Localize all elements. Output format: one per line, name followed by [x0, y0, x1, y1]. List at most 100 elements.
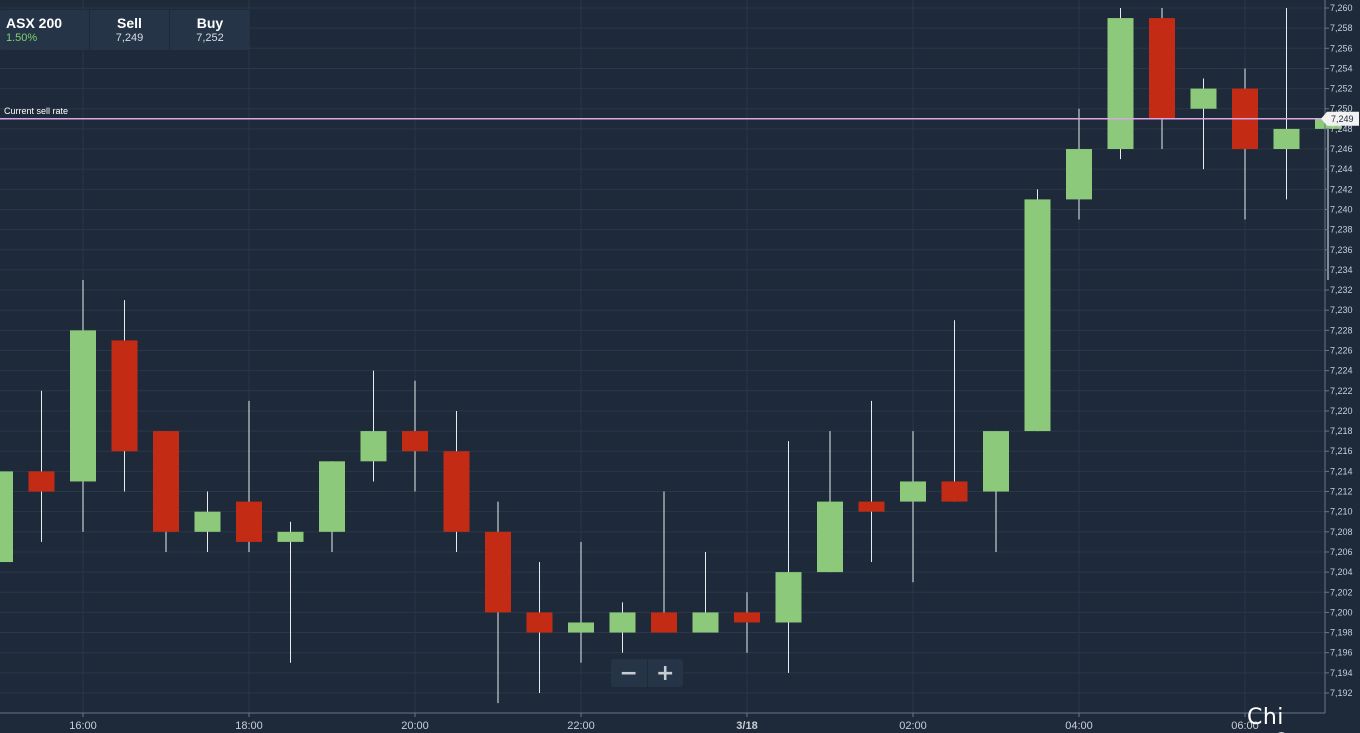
- candle: [319, 461, 345, 552]
- current-sell-rate-tag: [1321, 111, 1359, 126]
- candle-body: [983, 431, 1009, 492]
- sell-label: Sell: [117, 15, 142, 31]
- candle-body: [360, 431, 387, 462]
- zoom-in-button[interactable]: +: [646, 659, 684, 687]
- candle-body: [153, 431, 179, 532]
- candle: [1107, 8, 1134, 160]
- candle: [1149, 8, 1175, 150]
- candle: [692, 551, 719, 633]
- candle-body: [1149, 18, 1175, 119]
- candle: [817, 431, 843, 573]
- y-tick-label: 7,232: [1330, 285, 1353, 295]
- sell-button[interactable]: Sell 7,249: [90, 10, 170, 50]
- candle-body: [1190, 88, 1217, 109]
- candle: [858, 400, 885, 563]
- candle-body: [319, 461, 345, 532]
- x-tick-label: 04:00: [1065, 720, 1093, 732]
- grid: [0, 0, 1325, 713]
- candle-body: [1066, 149, 1092, 200]
- candle-body: [443, 451, 470, 532]
- candle-body: [1107, 18, 1134, 150]
- y-tick-label: 7,198: [1330, 628, 1353, 638]
- candle: [1273, 8, 1300, 200]
- y-tick-label: 7,244: [1330, 164, 1353, 174]
- y-tick-label: 7,258: [1330, 23, 1353, 33]
- candle-body: [485, 531, 511, 613]
- y-tick-label: 7,230: [1330, 305, 1353, 315]
- candle: [360, 370, 387, 482]
- y-tick-label: 7,254: [1330, 63, 1353, 73]
- y-tick-label: 7,202: [1330, 587, 1353, 597]
- candle: [277, 521, 304, 663]
- instrument-change: 1.50%: [6, 32, 38, 44]
- x-tick-label: 3/18: [736, 720, 757, 732]
- candle: [609, 602, 636, 653]
- y-tick-label: 7,250: [1330, 104, 1353, 114]
- candle: [651, 491, 677, 633]
- candle-body: [236, 501, 262, 542]
- candle: [194, 491, 221, 552]
- candle: [28, 390, 55, 542]
- candle: [1066, 108, 1092, 220]
- candle-body: [568, 622, 594, 633]
- candle: [983, 431, 1009, 552]
- candle: [734, 592, 760, 653]
- candle-body: [70, 330, 96, 482]
- candle: [568, 541, 594, 663]
- y-tick-label: 7,252: [1330, 84, 1353, 94]
- candle-body: [692, 612, 719, 633]
- buy-value: 7,252: [196, 32, 224, 44]
- candle-body: [277, 531, 304, 542]
- y-tick-label: 7,192: [1330, 688, 1353, 698]
- current-sell-rate-value: 7,249: [1331, 114, 1354, 124]
- candle-body: [0, 471, 13, 563]
- y-tick-label: 7,194: [1330, 668, 1353, 678]
- candle-body: [941, 481, 968, 502]
- x-tick-label: 06:00: [1231, 720, 1259, 732]
- x-tick-label: 16:00: [69, 720, 97, 732]
- y-tick-label: 7,246: [1330, 144, 1353, 154]
- zoom-controls: − +: [611, 659, 683, 687]
- candle-body: [775, 572, 802, 623]
- y-tick-label: 7,206: [1330, 547, 1353, 557]
- candle-body: [817, 501, 843, 573]
- y-tick-label: 7,218: [1330, 426, 1353, 436]
- candle: [0, 471, 13, 563]
- candle-body: [194, 511, 221, 532]
- y-tick-label: 7,228: [1330, 325, 1353, 335]
- y-tick-label: 7,212: [1330, 487, 1353, 497]
- sell-rate-line-group: 7,249: [0, 111, 1359, 126]
- candle-body: [28, 471, 55, 492]
- buy-button[interactable]: Buy 7,252: [170, 10, 250, 50]
- y-tick-label: 7,220: [1330, 406, 1353, 416]
- y-tick-label: 7,204: [1330, 567, 1353, 577]
- candle: [236, 400, 262, 552]
- candle-body: [900, 481, 926, 502]
- candle-body: [1273, 128, 1300, 150]
- candle-body: [609, 612, 636, 633]
- y-tick-label: 7,236: [1330, 245, 1353, 255]
- sell-value: 7,249: [115, 32, 144, 44]
- x-tick-label: 02:00: [899, 720, 927, 732]
- y-tick-label: 7,224: [1330, 366, 1353, 376]
- candle-body: [651, 612, 677, 633]
- x-tick-label: 18:00: [235, 720, 263, 732]
- candle-body: [734, 612, 760, 623]
- y-tick-label: 7,208: [1330, 527, 1353, 537]
- candle: [111, 300, 138, 492]
- instrument-cell[interactable]: ASX 200 1.50%: [0, 10, 90, 50]
- y-tick-label: 7,226: [1330, 346, 1353, 356]
- candle: [443, 410, 470, 552]
- y-tick-label: 7,216: [1330, 446, 1353, 456]
- y-tick-label: 7,234: [1330, 265, 1353, 275]
- candle: [1190, 78, 1217, 170]
- candle: [70, 279, 96, 532]
- y-tick-label: 7,238: [1330, 225, 1353, 235]
- zoom-out-button[interactable]: −: [619, 660, 638, 686]
- x-tick-label: 20:00: [401, 720, 429, 732]
- y-tick-label: 7,240: [1330, 204, 1353, 214]
- buy-label: Buy: [196, 15, 224, 31]
- candle-body: [1024, 199, 1051, 432]
